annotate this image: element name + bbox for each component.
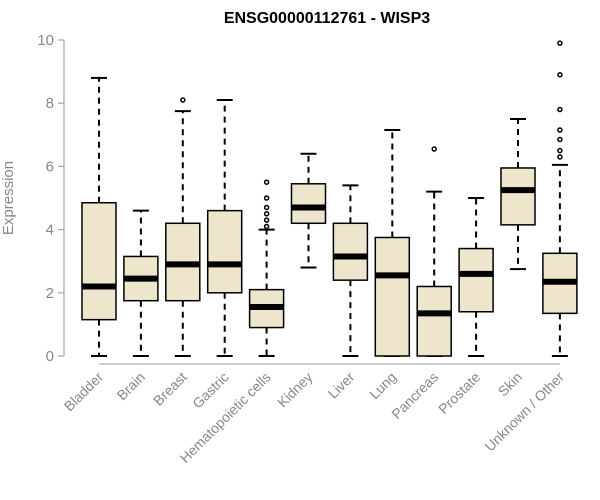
iqr-box xyxy=(81,201,117,321)
box-kidney xyxy=(290,152,327,269)
x-tick-label: Bladder xyxy=(61,369,107,415)
outlier-point xyxy=(557,127,563,133)
x-tick-label: Breast xyxy=(150,369,190,409)
outlier-point xyxy=(557,154,563,160)
box-breast xyxy=(165,97,201,357)
box-bladder xyxy=(81,76,117,357)
y-tick-label: 0 xyxy=(46,348,54,365)
outlier-point xyxy=(263,179,270,185)
boxes-group xyxy=(81,40,578,357)
outlier-point xyxy=(557,147,563,154)
outlier-point xyxy=(180,97,186,103)
x-tick-label: Skin xyxy=(495,369,526,400)
box-lung xyxy=(374,129,411,357)
outlier-point xyxy=(263,217,270,223)
x-tick-label: Prostate xyxy=(435,369,483,417)
outlier-point xyxy=(263,204,270,211)
box-gastric xyxy=(206,99,243,357)
x-tick-label: Kidney xyxy=(274,369,316,411)
outlier-point xyxy=(557,136,563,143)
y-tick-label: 4 xyxy=(46,222,54,239)
x-tick-label: Unknown / Other xyxy=(481,369,567,455)
x-tick-label: Pancreas xyxy=(388,369,441,422)
outlier-point xyxy=(557,106,563,113)
outlier-point xyxy=(557,72,563,78)
x-tick-label: Lung xyxy=(366,369,399,402)
box-skin xyxy=(500,118,536,271)
outlier-point xyxy=(263,223,270,230)
chart-title: ENSG00000112761 - WISP3 xyxy=(224,10,430,27)
outlier-point xyxy=(557,40,563,46)
x-tick-label: Liver xyxy=(325,369,358,402)
iqr-box xyxy=(374,236,411,357)
y-axis-label: Expression xyxy=(0,161,17,235)
box-brain xyxy=(123,209,159,357)
y-tick-label: 2 xyxy=(46,285,54,302)
box-liver xyxy=(332,184,369,357)
iqr-box xyxy=(458,247,494,313)
box-prostate xyxy=(458,197,494,357)
outlier-point xyxy=(263,211,270,217)
box-hematopoietic-cells xyxy=(248,179,285,357)
x-tick-label: Brain xyxy=(114,369,148,403)
iqr-box xyxy=(332,222,369,281)
y-tick-label: 8 xyxy=(46,95,54,112)
iqr-box xyxy=(500,167,536,226)
box-pancreas xyxy=(416,146,452,357)
outlier-point xyxy=(263,195,270,201)
y-tick-label: 10 xyxy=(37,32,54,49)
iqr-box xyxy=(206,209,243,294)
axes: 0 2 4 6 8 10 xyxy=(37,32,560,365)
outlier-point xyxy=(431,146,437,152)
y-tick-label: 6 xyxy=(46,158,54,175)
iqr-box xyxy=(416,285,452,357)
box-unknown-other xyxy=(542,40,578,357)
iqr-box xyxy=(290,183,327,225)
